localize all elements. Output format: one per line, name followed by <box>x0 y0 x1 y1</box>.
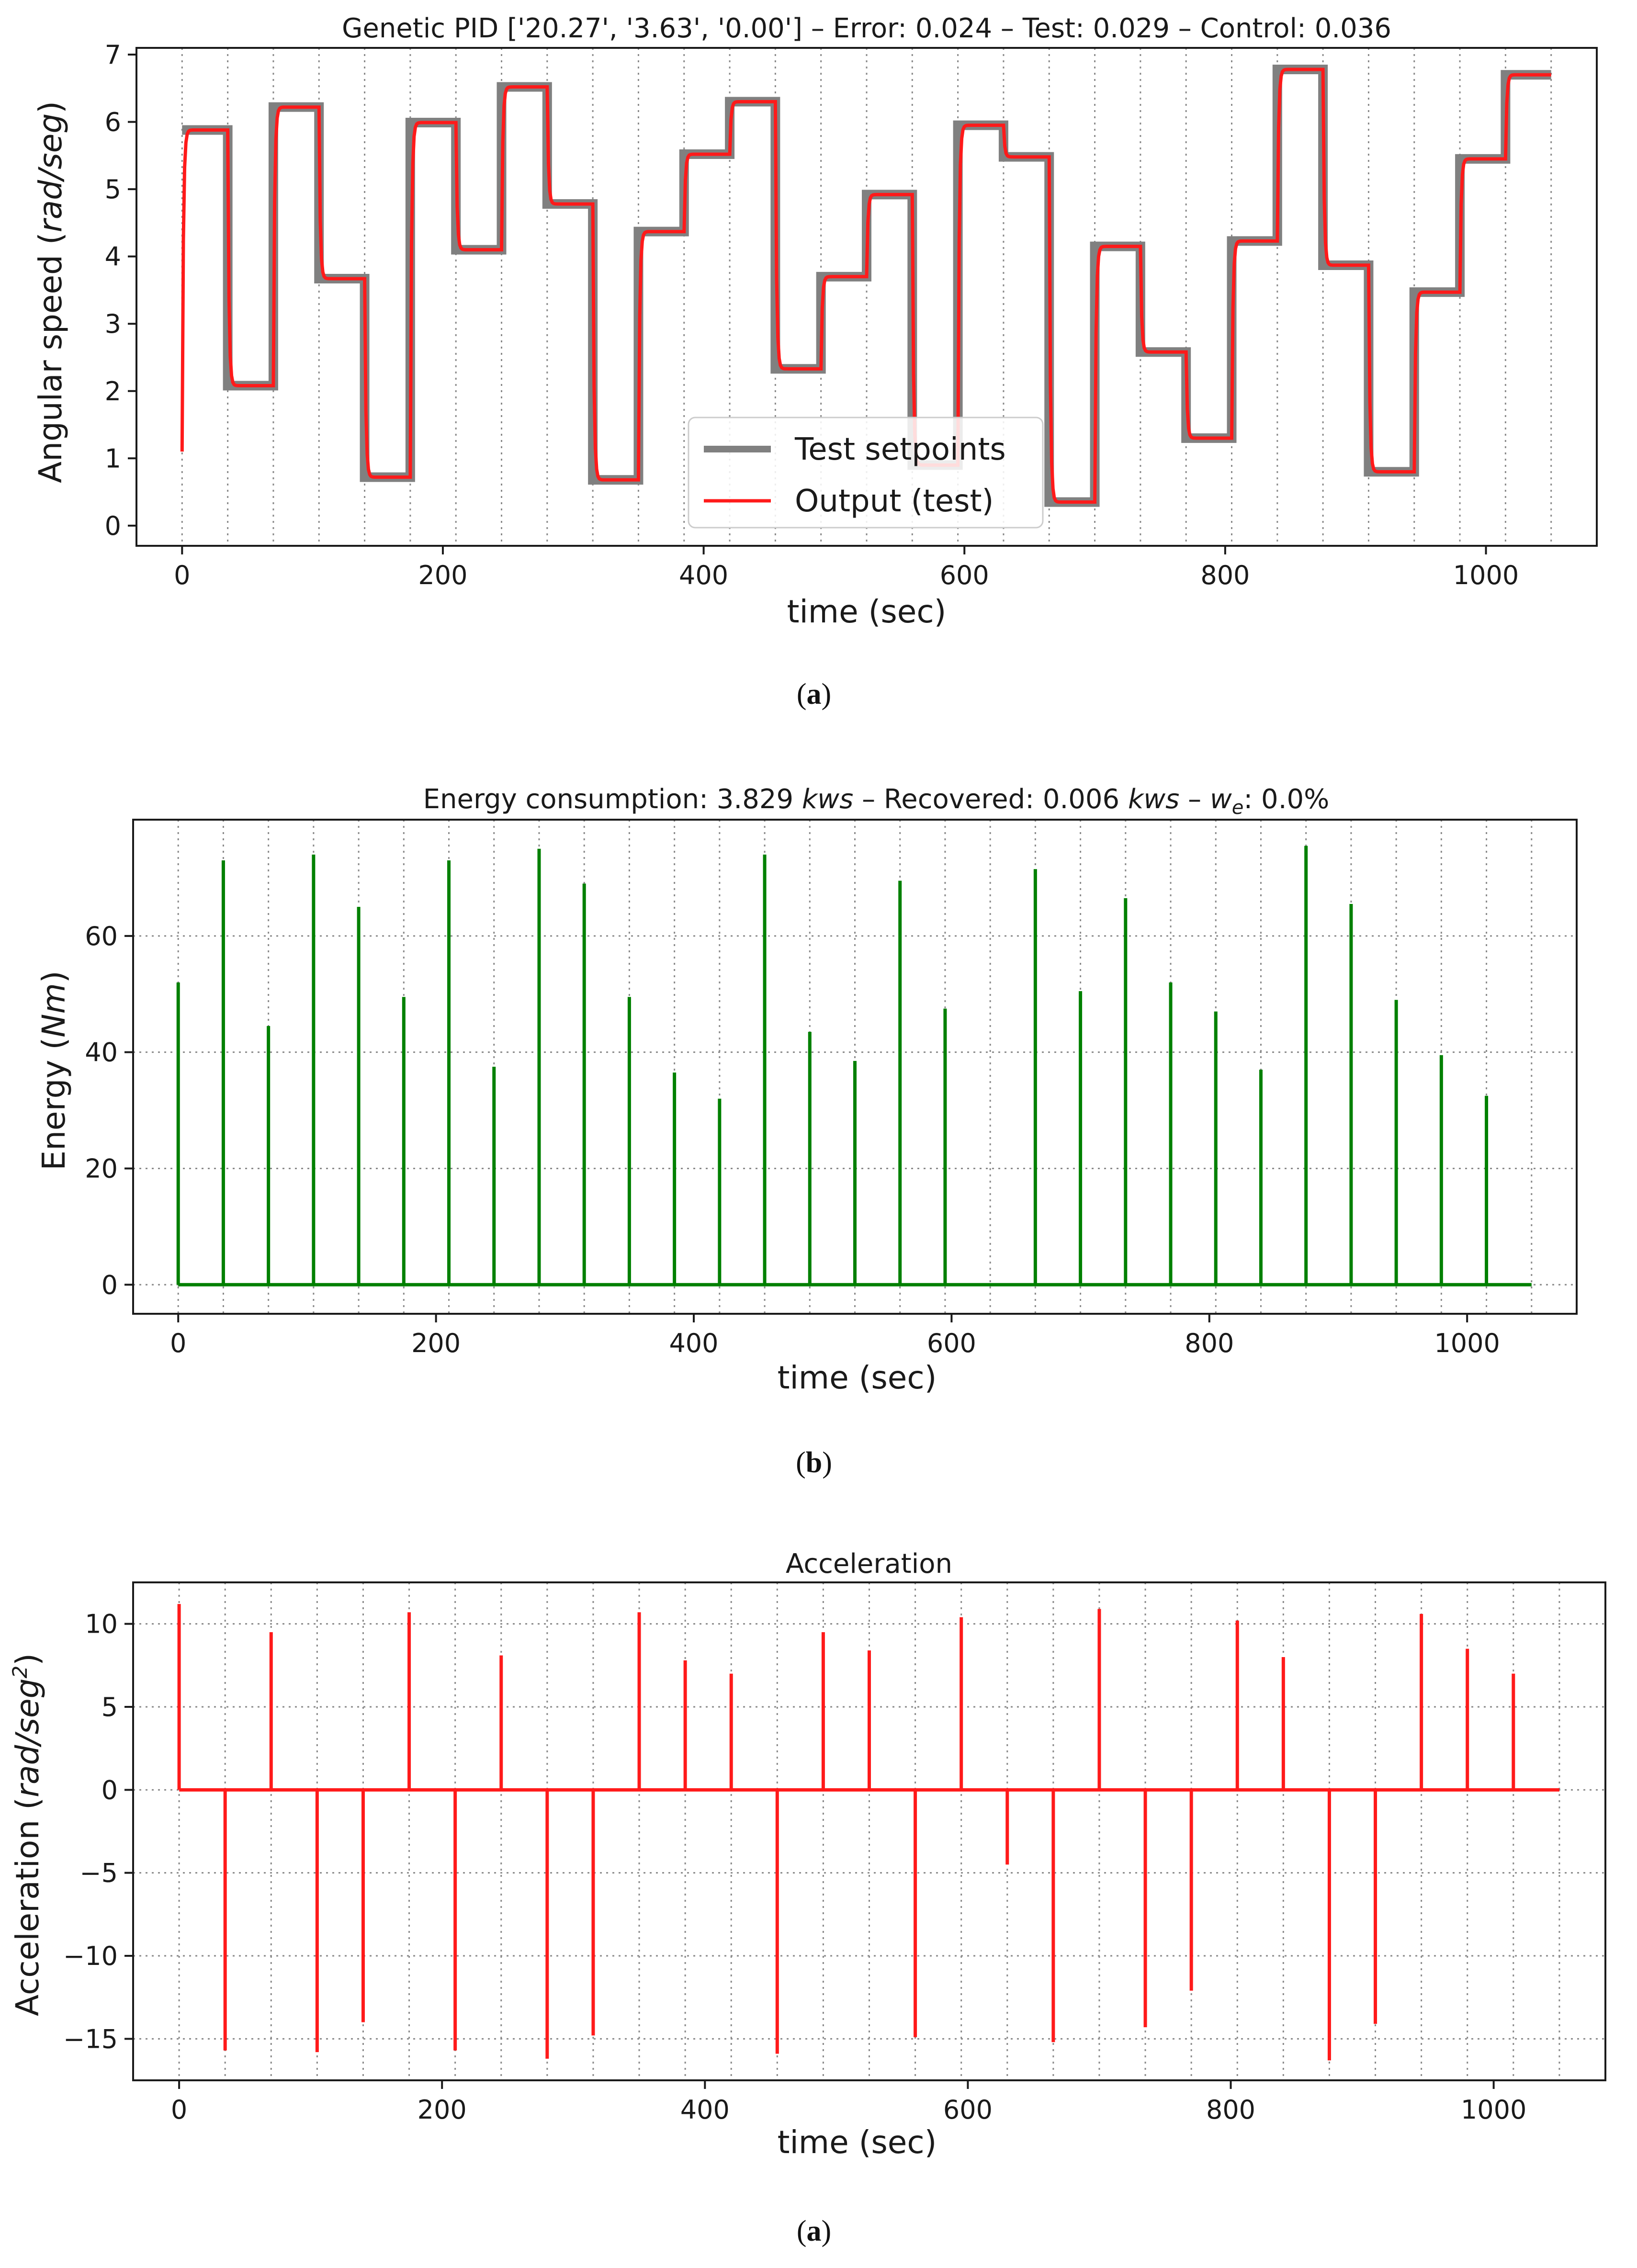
panel-caption: (a) <box>797 678 831 711</box>
chart-title: Genetic PID ['20.27', '3.63', '0.00'] – … <box>342 13 1391 44</box>
y-tick-label: 0 <box>105 511 121 541</box>
plot-area <box>180 48 1552 546</box>
x-tick-label: 200 <box>418 2095 467 2125</box>
axes-frame <box>135 47 1598 547</box>
y-tick-label: 2 <box>105 376 121 406</box>
x-tick-label: 600 <box>943 2095 993 2125</box>
x-axis-label: time (sec) <box>778 1359 937 1396</box>
chart-title: Energy consumption: 3.829 kws – Recovere… <box>423 784 1330 819</box>
y-tick-label: 0 <box>102 1775 118 1805</box>
y-tick-label: −5 <box>79 1858 118 1888</box>
plot-area <box>133 820 1577 1314</box>
series-output-test <box>180 68 1551 504</box>
x-tick-label: 1000 <box>1461 2095 1526 2125</box>
axes-frame <box>132 1581 1606 2081</box>
panel-caption: (a) <box>797 2215 831 2247</box>
y-tick-label: 3 <box>105 309 121 339</box>
legend-entry: Output (test) <box>795 484 994 519</box>
x-tick-label: 0 <box>174 560 190 590</box>
x-axis-label: time (sec) <box>787 593 947 630</box>
chart-acceleration: Acceleration Acceleration (rad/seg2) tim… <box>8 1548 1606 2247</box>
plot-area <box>133 1582 1605 2080</box>
legend: Test setpoints Output (test) <box>688 417 1044 529</box>
y-tick-label: 10 <box>85 1609 118 1639</box>
chart-angular-speed: Genetic PID ['20.27', '3.63', '0.00'] – … <box>32 13 1598 711</box>
x-tick-label: 800 <box>1200 560 1250 590</box>
chart-energy: Energy consumption: 3.829 kws – Recovere… <box>35 784 1578 1479</box>
x-tick-label: 0 <box>171 2095 187 2125</box>
x-tick-label: 600 <box>927 1328 976 1358</box>
y-tick-label: 5 <box>102 1692 118 1722</box>
y-tick-label: 20 <box>85 1153 118 1184</box>
y-tick-label: 4 <box>105 242 121 272</box>
y-tick-label: 60 <box>85 921 118 951</box>
y-axis-label: Angular speed (rad/seg) <box>32 101 69 483</box>
y-tick-label: −15 <box>63 2024 118 2054</box>
x-tick-label: 600 <box>940 560 989 590</box>
y-tick-label: 5 <box>105 174 121 204</box>
x-tick-label: 400 <box>679 560 728 590</box>
x-tick-label: 800 <box>1185 1328 1234 1358</box>
x-tick-label: 400 <box>669 1328 718 1358</box>
x-axis-label: time (sec) <box>778 2124 937 2161</box>
y-axis-label: Acceleration (rad/seg2) <box>8 1653 46 2016</box>
y-tick-label: −10 <box>63 1941 118 1971</box>
legend-box <box>688 417 1044 529</box>
y-tick-label: 6 <box>105 107 121 137</box>
x-tick-label: 400 <box>680 2095 730 2125</box>
x-tick-label: 0 <box>170 1328 186 1358</box>
y-tick-label: 1 <box>105 443 121 474</box>
x-tick-label: 200 <box>411 1328 461 1358</box>
x-tick-label: 1000 <box>1434 1328 1500 1358</box>
legend-entry: Test setpoints <box>794 432 1006 467</box>
chart-title: Acceleration <box>786 1548 952 1580</box>
x-tick-label: 200 <box>418 560 467 590</box>
y-axis-label: Energy (Nm) <box>35 970 72 1170</box>
panel-caption: (b) <box>796 1446 832 1479</box>
x-tick-label: 800 <box>1206 2095 1255 2125</box>
y-tick-label: 7 <box>105 40 121 70</box>
y-tick-label: 0 <box>102 1270 118 1300</box>
x-tick-label: 1000 <box>1453 560 1519 590</box>
y-tick-label: 40 <box>85 1038 118 1068</box>
axes-frame <box>132 819 1578 1315</box>
